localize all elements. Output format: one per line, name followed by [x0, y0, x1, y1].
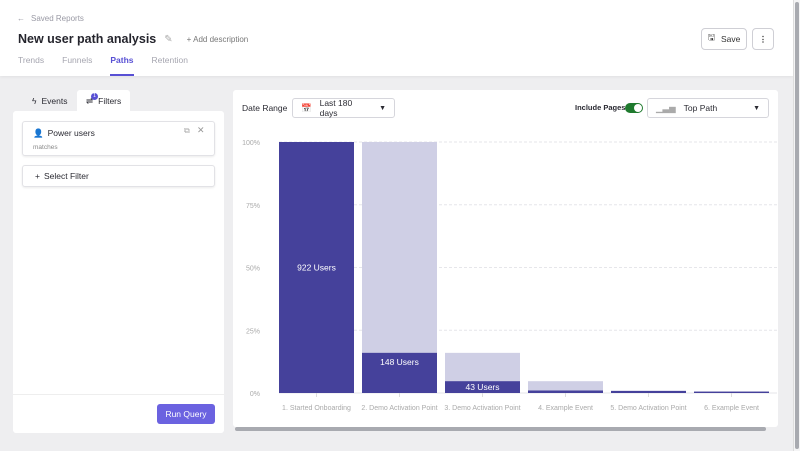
filter-title: 👤 Power users: [33, 128, 95, 138]
filter-count-badge: 1: [91, 93, 98, 100]
select-filter-button[interactable]: + Select Filter: [22, 165, 215, 187]
back-link[interactable]: ← Saved Reports: [17, 14, 84, 23]
tab-retention[interactable]: Retention: [151, 55, 188, 65]
add-description-button[interactable]: + Add description: [186, 34, 249, 44]
include-pages-label: Include Pages: [575, 103, 626, 112]
pencil-icon[interactable]: ✎: [164, 33, 173, 45]
filter-card[interactable]: 👤 Power users matches ⧉ ✕: [22, 121, 215, 156]
more-vertical-icon: ⋮: [758, 33, 768, 44]
caret-down-icon: ▼: [379, 104, 386, 112]
y-tick-label: 0%: [250, 391, 260, 398]
plus-icon: +: [35, 171, 40, 181]
close-icon[interactable]: ✕: [197, 125, 205, 135]
filter-operator: matches: [33, 144, 58, 151]
bar-total: [528, 381, 603, 393]
bar-data-label: 148 Users: [380, 357, 419, 367]
x-tick-label: 5. Demo Activation Point: [610, 405, 686, 412]
calendar-icon: 📅: [301, 102, 312, 113]
bar-converted: [445, 381, 520, 393]
tab-paths[interactable]: Paths: [110, 55, 134, 76]
bar-total: [362, 142, 437, 393]
bar-data-label: 922 Users: [297, 263, 336, 273]
bar-converted: [694, 391, 769, 393]
caret-down-icon: ▼: [753, 104, 760, 112]
tab-events[interactable]: ϟ Events: [32, 96, 68, 106]
bar-data-label: 43 Users: [465, 382, 499, 392]
x-tick-label: 2. Demo Activation Point: [361, 405, 437, 412]
date-range-label: Date Range: [242, 103, 288, 113]
bar-converted: [611, 390, 686, 393]
path-chart: 0% 25% 50% 75% 100% 922 Users 1. Started Onboa…: [242, 140, 777, 412]
more-options-button[interactable]: ⋮: [752, 28, 774, 50]
y-tick-label: 50%: [246, 266, 260, 273]
divider: [13, 394, 224, 395]
bar-chart-icon: ▁▃▅: [656, 102, 676, 113]
x-tick-label: 6. Example Event: [704, 405, 759, 412]
include-pages-toggle[interactable]: [625, 103, 643, 113]
copy-icon[interactable]: ⧉: [184, 126, 190, 135]
y-tick-label: 75%: [246, 203, 260, 210]
x-tick-label: 3. Demo Activation Point: [444, 405, 520, 412]
y-tick-label: 100%: [242, 140, 260, 147]
path-type-select[interactable]: ▁▃▅ Top Path ▼: [647, 98, 769, 118]
save-icon: 🖫: [707, 32, 715, 42]
tab-funnels[interactable]: Funnels: [62, 55, 93, 65]
report-tabs: Trends Funnels Paths Retention: [18, 55, 206, 76]
tab-filters[interactable]: ⇌ 1 Filters: [77, 90, 131, 112]
user-icon: 👤: [33, 128, 44, 138]
bar-converted: [528, 390, 603, 393]
x-tick-label: 4. Example Event: [538, 405, 593, 412]
x-tick-label: 1. Started Onboarding: [282, 405, 351, 412]
report-header: ← Saved Reports New user path analysis ✎ …: [0, 0, 793, 76]
page-title[interactable]: New user path analysis: [18, 32, 157, 46]
chart-panel: Date Range 📅 Last 180 days ▼ Include Pages…: [233, 90, 778, 427]
filter-sliders-icon: ⇌: [86, 95, 94, 106]
page-title-row: New user path analysis ✎ + Add descripti…: [18, 32, 248, 46]
save-button[interactable]: 🖫 Save: [701, 28, 747, 50]
run-query-button[interactable]: Run Query: [157, 404, 215, 424]
arrow-left-icon: ←: [17, 14, 25, 23]
tab-trends[interactable]: Trends: [18, 55, 45, 65]
bar-converted: [279, 142, 354, 393]
y-tick-label: 25%: [246, 328, 260, 335]
lightning-icon: ϟ: [32, 96, 37, 106]
filters-panel: 👤 Power users matches ⧉ ✕ + Select Filter …: [13, 111, 224, 433]
horizontal-scrollbar[interactable]: [235, 427, 766, 431]
date-range-select[interactable]: 📅 Last 180 days ▼: [292, 98, 395, 118]
bar-converted: [362, 352, 437, 393]
vertical-scrollbar[interactable]: [793, 0, 800, 451]
